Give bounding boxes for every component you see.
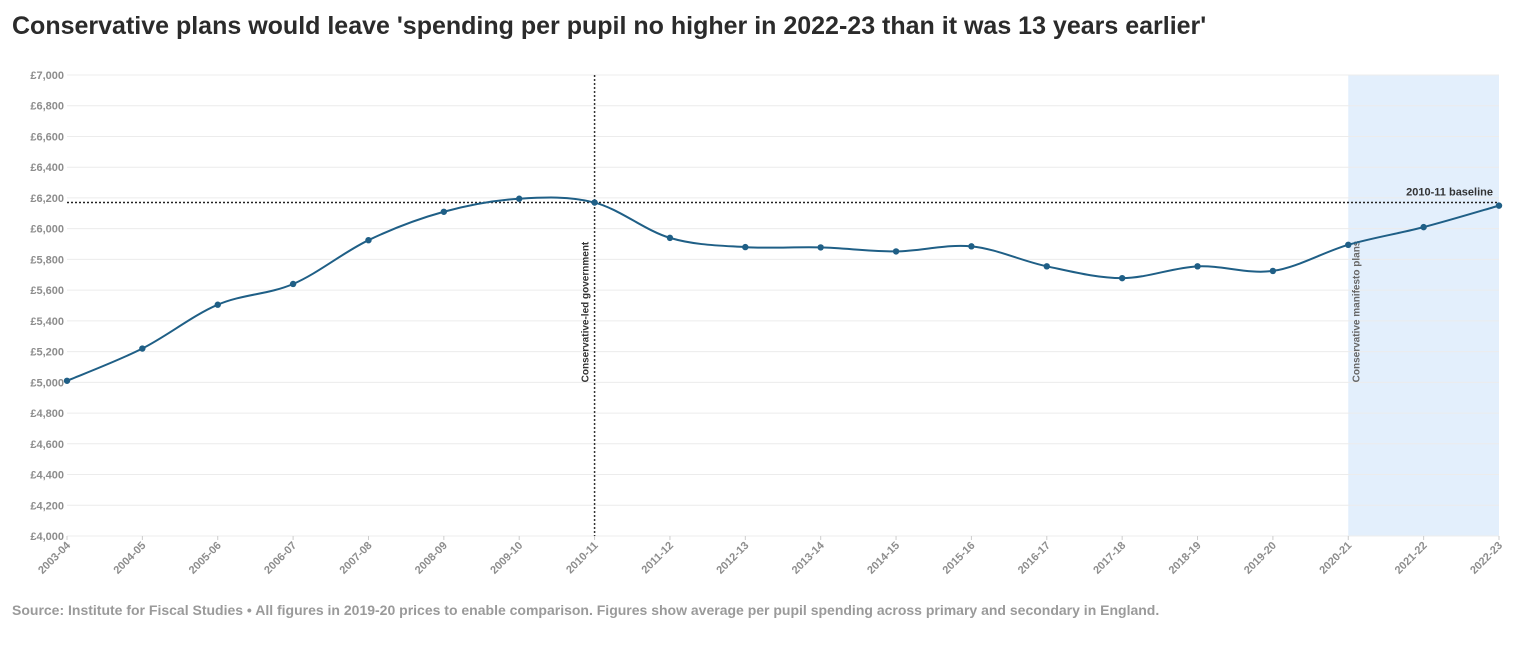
- baseline-label: 2010-11 baseline: [1406, 187, 1493, 199]
- y-tick-label: £6,800: [30, 101, 64, 113]
- data-point: [1345, 241, 1352, 249]
- y-tick-label: £6,000: [30, 224, 64, 236]
- series-line: [66, 196, 1500, 382]
- data-point: [892, 248, 900, 255]
- y-tick-label: £7,000: [30, 70, 64, 82]
- y-tick-label: £4,600: [30, 439, 64, 451]
- x-tick-label: 2012-13: [714, 540, 751, 577]
- manifesto-band: [1348, 75, 1499, 536]
- x-tick-label: 2006-07: [262, 540, 299, 577]
- x-tick-label: 2005-06: [187, 540, 224, 577]
- data-point: [1118, 274, 1126, 282]
- y-tick-label: £4,000: [30, 531, 64, 543]
- x-tick-label: 2013-14: [790, 539, 828, 577]
- x-tick-label: 2007-08: [338, 540, 375, 577]
- data-point: [365, 236, 372, 244]
- x-tick-label: 2022-23: [1468, 540, 1505, 577]
- y-tick-label: £4,200: [30, 500, 64, 512]
- data-point: [440, 208, 448, 215]
- y-tick-label: £5,400: [30, 316, 64, 328]
- government-line-label: Conservative-led government: [581, 241, 592, 382]
- data-point: [1269, 267, 1277, 275]
- x-tick-label: 2016-17: [1016, 540, 1053, 577]
- chart-title: Conservative plans would leave 'spending…: [12, 12, 1207, 40]
- x-tick-label: 2009-10: [488, 540, 525, 577]
- data-point: [1420, 223, 1427, 231]
- x-tick-label: 2020-21: [1317, 540, 1354, 577]
- data-point: [968, 243, 975, 250]
- line-chart: £4,000 £4,200 £4,400 £4,600 £4,800 £5,000 £5,2…: [30, 70, 1505, 577]
- x-tick-label: 2010-11: [564, 540, 601, 577]
- data-point: [63, 377, 71, 384]
- x-tick-label: 2019-20: [1242, 540, 1279, 577]
- data-point: [817, 244, 824, 251]
- y-tick-label: £5,200: [30, 347, 64, 359]
- data-point: [139, 345, 146, 352]
- x-tick-label: 2004-05: [111, 540, 148, 577]
- data-point: [1495, 202, 1503, 209]
- data-point: [1043, 263, 1050, 270]
- y-tick-label: £6,200: [30, 193, 64, 205]
- y-tick-label: £6,400: [30, 162, 64, 174]
- y-tick-label: £6,600: [30, 131, 64, 143]
- data-point: [742, 243, 749, 251]
- x-tick-label: 2015-16: [941, 540, 978, 577]
- y-tick-label: £5,000: [30, 377, 64, 389]
- data-point: [289, 280, 297, 288]
- x-tick-label: 2008-09: [413, 540, 450, 577]
- y-tick-label: £5,600: [30, 285, 64, 297]
- x-tick-label: 2021-22: [1393, 540, 1430, 577]
- y-tick-label: £5,800: [30, 254, 64, 266]
- manifesto-band-label: Conservative manifesto plans: [1351, 240, 1362, 382]
- data-point: [214, 301, 221, 308]
- y-tick-label: £4,800: [30, 408, 64, 420]
- x-tick-label: 2014-15: [865, 540, 902, 577]
- x-tick-label: 2003-04: [36, 539, 74, 577]
- source-note: Source: Institute for Fiscal Studies • A…: [12, 602, 1160, 618]
- x-tick-label: 2011-12: [639, 540, 676, 577]
- data-point: [1194, 263, 1201, 270]
- x-tick-label: 2017-18: [1091, 540, 1128, 577]
- x-tick-label: 2018-19: [1167, 540, 1204, 577]
- y-tick-label: £4,400: [30, 470, 64, 482]
- data-point: [591, 199, 598, 206]
- data-point: [666, 234, 674, 242]
- data-point: [516, 195, 523, 202]
